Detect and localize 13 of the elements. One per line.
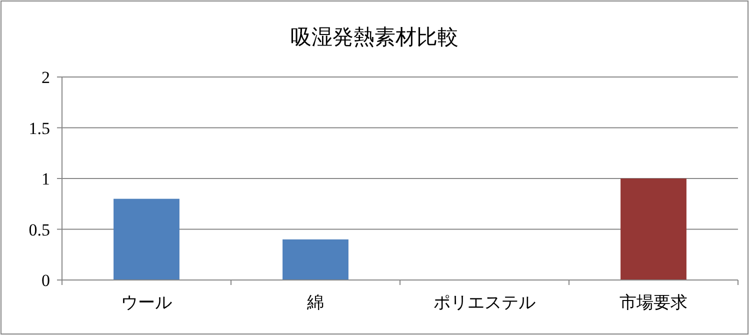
y-tick-label: 2: [42, 68, 50, 87]
x-tick-label: ポリエステル: [434, 293, 536, 312]
bar: [114, 198, 180, 280]
x-tick-label: ウール: [121, 293, 172, 312]
x-tick-label: 綿: [306, 293, 324, 312]
bar: [620, 178, 686, 280]
y-tick-label: 1.5: [28, 118, 50, 138]
chart-title: 吸湿発熱素材比較: [290, 25, 458, 49]
x-tick-label: 市場要求: [620, 293, 688, 312]
y-tick-label: 0.5: [28, 220, 50, 240]
bar: [282, 239, 348, 280]
y-tick-label: 0: [42, 271, 50, 290]
y-tick-label: 1: [42, 170, 50, 188]
